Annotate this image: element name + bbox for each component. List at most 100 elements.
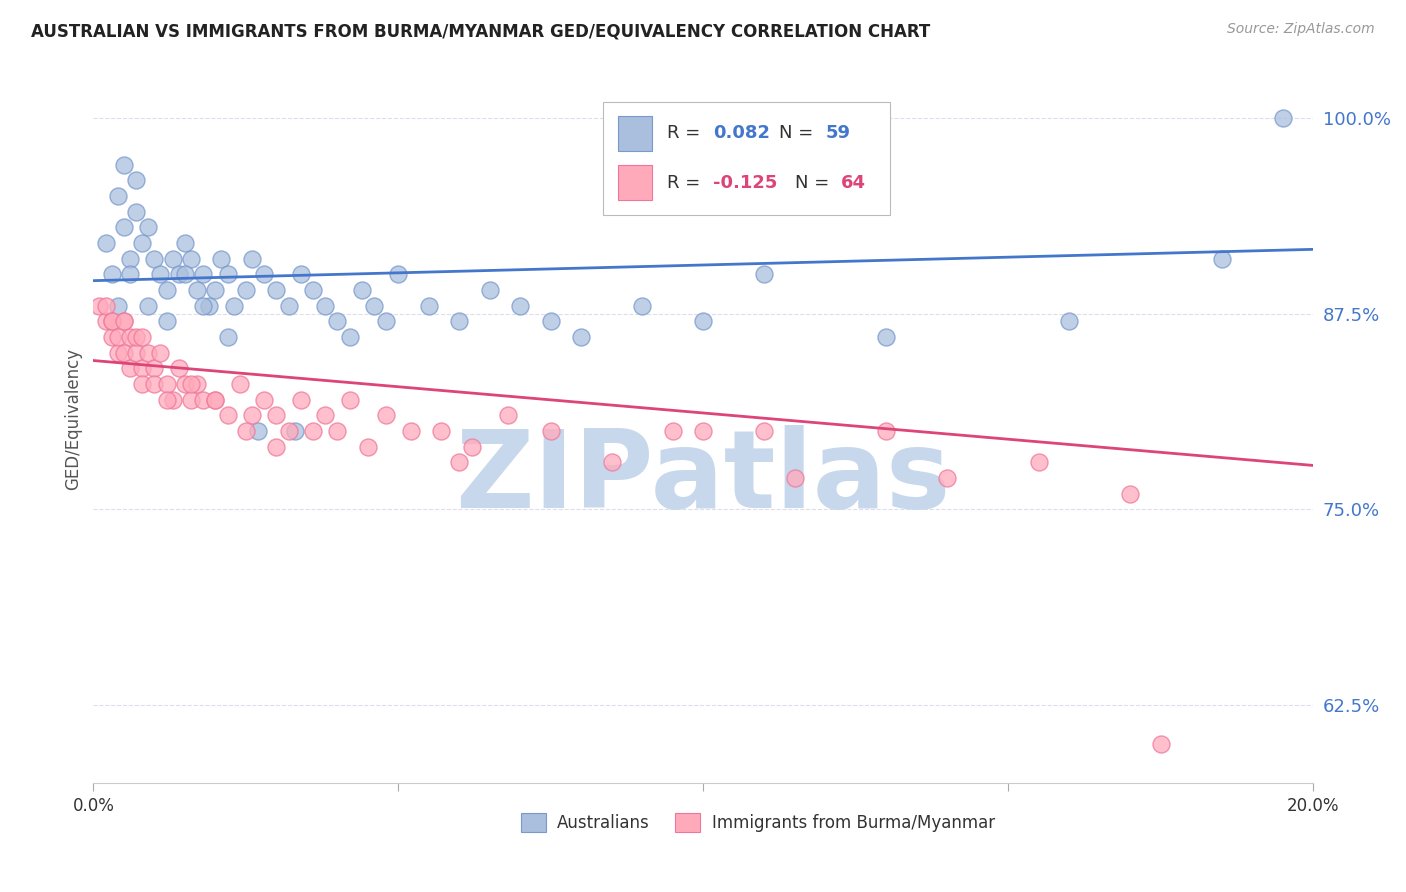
Point [631, 299, 654, 313]
Point [162, 392, 184, 407]
Point [302, 283, 325, 297]
Point [112, 220, 135, 235]
Point [569, 330, 592, 344]
Point [540, 424, 562, 438]
Point [1059, 314, 1081, 328]
Point [235, 424, 257, 438]
Bar [617, 165, 652, 200]
Point [204, 392, 226, 407]
Point [350, 283, 373, 297]
Point [125, 345, 148, 359]
Point [600, 455, 623, 469]
Point [375, 314, 398, 328]
Point [449, 314, 471, 328]
Text: -0.125: -0.125 [713, 174, 778, 192]
Point [430, 424, 453, 438]
Point [363, 299, 385, 313]
Text: 59: 59 [825, 124, 851, 142]
Point [136, 220, 159, 235]
Point [136, 345, 159, 359]
Point [375, 409, 398, 423]
Point [1271, 111, 1294, 125]
Point [936, 471, 959, 485]
Point [326, 314, 349, 328]
Point [125, 173, 148, 187]
Point [314, 409, 336, 423]
Point [143, 361, 166, 376]
Point [875, 424, 897, 438]
Point [235, 283, 257, 297]
Point [496, 409, 519, 423]
Point [247, 424, 270, 438]
Point [173, 377, 195, 392]
Point [875, 330, 897, 344]
Point [173, 268, 195, 282]
Point [217, 409, 239, 423]
Point [228, 377, 250, 392]
Point [339, 330, 361, 344]
Point [217, 330, 239, 344]
Point [94, 299, 117, 313]
Point [1028, 455, 1050, 469]
Point [143, 252, 166, 266]
Text: R =: R = [666, 124, 706, 142]
Point [107, 299, 129, 313]
Point [89, 299, 111, 313]
Point [418, 299, 440, 313]
Point [209, 252, 232, 266]
Point [217, 268, 239, 282]
Point [131, 235, 153, 250]
Point [149, 268, 172, 282]
Point [240, 409, 263, 423]
Point [478, 283, 501, 297]
Text: ZIPatlas: ZIPatlas [456, 425, 950, 531]
Point [118, 268, 141, 282]
Text: Immigrants from Burma/Myanmar: Immigrants from Burma/Myanmar [711, 814, 995, 831]
Text: 64: 64 [841, 174, 866, 192]
Point [180, 252, 202, 266]
Point [290, 268, 312, 282]
Point [284, 424, 307, 438]
Bar [617, 116, 652, 151]
Text: N =: N = [794, 174, 835, 192]
Point [266, 283, 288, 297]
Point [266, 440, 288, 454]
Point [180, 392, 202, 407]
Point [204, 283, 226, 297]
Point [399, 424, 422, 438]
Point [107, 330, 129, 344]
Point [191, 268, 214, 282]
Point [149, 345, 172, 359]
FancyBboxPatch shape [603, 103, 890, 215]
Point [100, 314, 122, 328]
Point [118, 252, 141, 266]
Point [460, 440, 482, 454]
Text: Source: ZipAtlas.com: Source: ZipAtlas.com [1227, 22, 1375, 37]
Point [112, 345, 135, 359]
Point [1119, 486, 1142, 500]
Point [692, 424, 714, 438]
Point [107, 345, 129, 359]
Point [277, 299, 299, 313]
Point [125, 204, 148, 219]
Point [186, 377, 208, 392]
Point [94, 235, 117, 250]
Point [112, 158, 135, 172]
Point [662, 424, 685, 438]
Point [136, 299, 159, 313]
Point [100, 330, 122, 344]
Point [754, 424, 776, 438]
Point [326, 424, 349, 438]
Point [155, 283, 177, 297]
Point [290, 392, 312, 407]
Point [94, 314, 117, 328]
Point [143, 377, 166, 392]
Point [240, 252, 263, 266]
Point [131, 377, 153, 392]
Point [180, 377, 202, 392]
Point [204, 392, 226, 407]
Point [222, 299, 245, 313]
Point [112, 314, 135, 328]
Text: 0.082: 0.082 [713, 124, 770, 142]
Point [107, 189, 129, 203]
